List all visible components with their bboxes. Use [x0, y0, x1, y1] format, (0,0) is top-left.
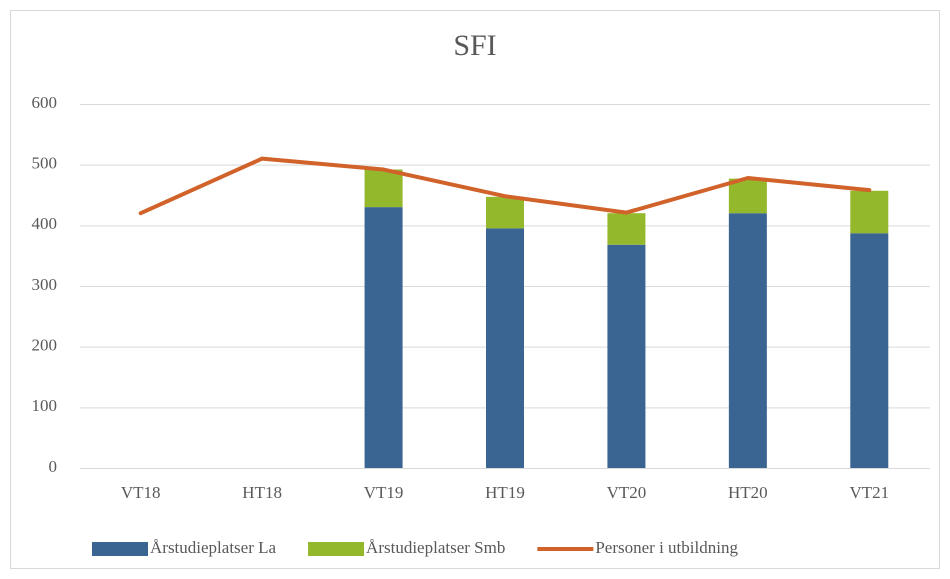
x-tick-label: HT19 — [485, 483, 525, 502]
y-tick-label: 100 — [32, 396, 58, 415]
line — [138, 156, 872, 216]
bar — [850, 233, 889, 468]
y-tick-label: 500 — [32, 154, 58, 173]
legend-swatch — [308, 542, 365, 556]
bar — [728, 178, 767, 214]
y-tick-label: 200 — [32, 336, 58, 355]
x-tick-label: VT20 — [607, 483, 647, 502]
x-tick-label: VT19 — [364, 483, 404, 502]
bar — [486, 196, 524, 229]
bar — [728, 213, 767, 468]
x-tick-label: VT18 — [121, 483, 161, 502]
legend-swatch — [92, 542, 148, 556]
bar — [364, 207, 403, 468]
bar — [850, 190, 889, 234]
bar — [607, 244, 646, 468]
x-tick-label: HT18 — [242, 483, 282, 502]
y-tick-label: 600 — [32, 93, 58, 112]
legend-label: Årstudieplatser Smb — [366, 538, 505, 557]
legend-label: Personer i utbildning — [595, 538, 738, 557]
chart-border — [10, 10, 940, 569]
bar — [607, 213, 646, 245]
y-tick-label: 0 — [49, 457, 58, 476]
y-tick-label: 300 — [32, 275, 58, 294]
bar — [486, 228, 524, 468]
x-tick-label: VT21 — [849, 483, 889, 502]
legend-label: Årstudieplatser La — [150, 538, 276, 557]
bar — [364, 169, 403, 208]
chart-title: SFI — [453, 29, 496, 62]
y-tick-label: 400 — [32, 214, 58, 233]
x-tick-label: HT20 — [728, 483, 768, 502]
